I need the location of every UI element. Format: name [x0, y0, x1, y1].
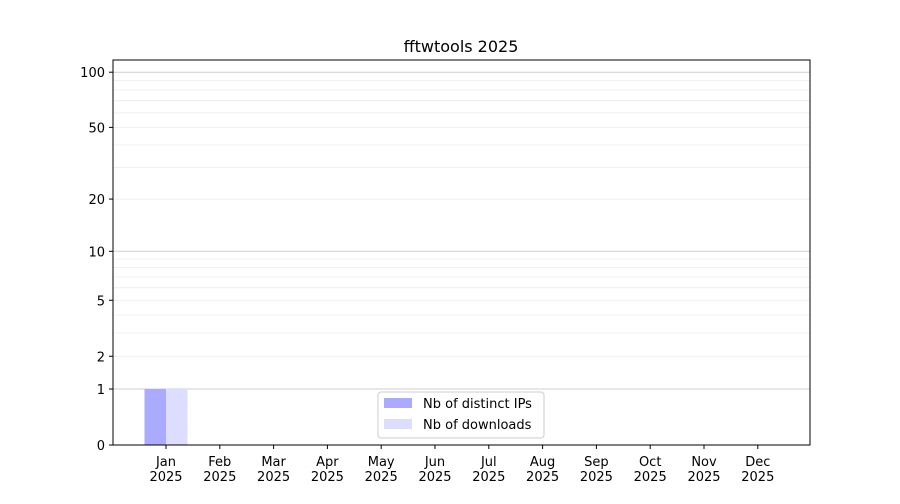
- x-tick-label: Jan 2025: [149, 455, 182, 485]
- legend-swatch: [384, 419, 412, 429]
- x-tick-label: May 2025: [365, 455, 398, 485]
- x-tick-label: Jun 2025: [418, 455, 451, 485]
- legend-label: Nb of distinct IPs: [423, 397, 532, 412]
- x-tick-label: Aug 2025: [526, 455, 559, 485]
- y-tick-label: 50: [88, 121, 105, 136]
- y-tick-label: 0: [97, 439, 105, 454]
- x-tick-label: Apr 2025: [311, 455, 344, 485]
- bar-distinct-ips: [144, 389, 166, 445]
- legend-label: Nb of downloads: [423, 418, 532, 433]
- x-tick-label: Nov 2025: [687, 455, 720, 485]
- legend: Nb of distinct IPs Nb of downloads: [377, 391, 545, 439]
- legend-swatch: [384, 398, 412, 408]
- bar-downloads: [166, 389, 188, 445]
- y-tick-label: 20: [88, 193, 105, 208]
- y-tick-label: 100: [80, 66, 105, 81]
- x-tick-label: Feb 2025: [203, 455, 236, 485]
- x-tick-label: Jul 2025: [472, 455, 505, 485]
- legend-box: [377, 391, 545, 439]
- y-tick-label: 2: [97, 350, 105, 365]
- x-tick-label: Oct 2025: [634, 455, 667, 485]
- y-tick-label: 10: [88, 245, 105, 260]
- chart-title: fftwtools 2025: [404, 37, 519, 56]
- plot-frame: [112, 59, 811, 446]
- x-tick-label: Sep 2025: [580, 455, 613, 485]
- x-tick-label: Dec 2025: [741, 455, 774, 485]
- x-tick-label: Mar 2025: [257, 455, 290, 485]
- y-tick-label: 5: [97, 294, 105, 309]
- y-tick-label: 1: [97, 383, 105, 398]
